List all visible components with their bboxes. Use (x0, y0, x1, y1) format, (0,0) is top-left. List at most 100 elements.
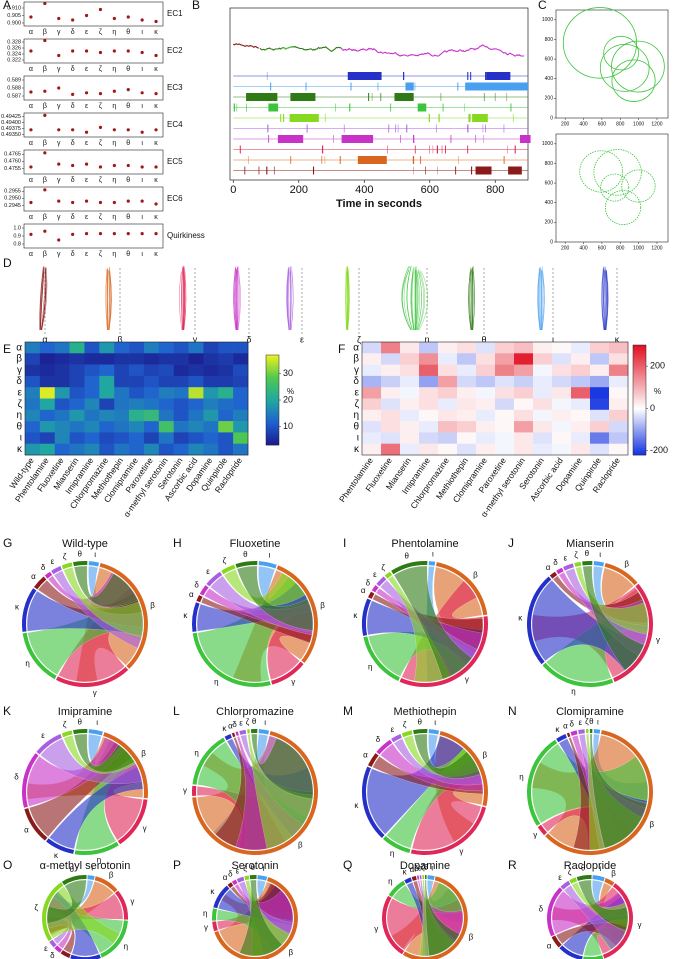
heatmap-cell (143, 432, 160, 444)
chord-arc (257, 875, 268, 881)
category-label: ι (141, 66, 143, 73)
category-label: κ (154, 140, 158, 147)
segment-label: ι (96, 718, 98, 727)
y-tick-label: 0.589 (7, 77, 21, 83)
heatmap-cell (39, 421, 56, 433)
row-label: δ (16, 376, 22, 387)
y-tick-label: 0.326 (7, 45, 21, 51)
category-label: η (112, 140, 116, 147)
chord-arc (382, 895, 405, 955)
heatmap-cell (438, 432, 458, 444)
chart-title: Dopamine (400, 860, 450, 872)
plot-frame (361, 341, 629, 456)
dot (154, 202, 158, 206)
heatmap-cell (188, 353, 204, 365)
dot (43, 113, 47, 117)
segment-label: β (320, 601, 325, 610)
ethogram-bout (350, 82, 352, 91)
heatmap-cell (457, 364, 477, 377)
colorbar-step (633, 374, 646, 377)
dot (112, 163, 116, 168)
heatmap-cell (438, 409, 458, 422)
heatmap-cell (114, 443, 130, 456)
heatmap-cell (114, 375, 130, 388)
segment-label: κ (15, 603, 20, 612)
heatmap-cell (476, 353, 496, 365)
chord-arc (368, 591, 375, 599)
panel-label: I (343, 536, 346, 550)
heatmap-cell (99, 387, 115, 399)
colorbar-step (266, 434, 279, 437)
chord-arc (46, 838, 74, 854)
dot (140, 165, 144, 169)
ethogram-bout (514, 145, 516, 154)
colorbar-step (633, 383, 646, 386)
shape-trace (288, 267, 290, 331)
category-label: β (43, 29, 47, 36)
plot-frame (23, 223, 164, 249)
ethogram-bout (410, 82, 411, 91)
heatmap-cell (362, 387, 382, 399)
heatmap-cell (173, 353, 189, 365)
heatmap-cell (571, 432, 591, 444)
heatmap-cell (571, 409, 591, 422)
segment-label: γ (533, 831, 537, 840)
category-label: ζ (99, 140, 102, 147)
heatmap-cell (39, 364, 56, 377)
chord-arc (192, 602, 200, 632)
x-tick-label: 800 (616, 245, 625, 251)
ethogram-bout (306, 124, 308, 133)
segment-label: γ (93, 688, 97, 697)
shape-trace (541, 266, 544, 331)
chord-arc (212, 908, 217, 921)
shape-trace (418, 271, 429, 331)
shape-trace (605, 266, 607, 331)
heatmap-cell (39, 342, 56, 354)
chord-arc (221, 564, 236, 575)
chord-arc (439, 731, 488, 807)
colorbar-step (266, 380, 279, 383)
segment-label: ζ (34, 903, 38, 912)
chord-arc (560, 880, 571, 890)
heatmap-cell (400, 432, 420, 444)
colorbar-step (266, 382, 279, 384)
heatmap-cell (419, 342, 439, 354)
segment-label: ε (206, 567, 210, 576)
heatmap-cell (143, 364, 160, 377)
shape-trace (108, 271, 110, 331)
chord-arc (569, 877, 577, 884)
trajectory-loop (603, 35, 639, 71)
chord-arc (199, 585, 209, 596)
category-label: θ (126, 66, 130, 73)
ethogram-bout (343, 124, 345, 133)
heatmap-cell (99, 353, 115, 365)
dot (29, 200, 33, 205)
category-label: ε (85, 29, 88, 36)
segment-label: α (59, 957, 64, 959)
colorbar-step (266, 364, 279, 366)
chart-title: Imipramine (58, 706, 112, 718)
heatmap-cell (571, 421, 591, 433)
heatmap-cell (158, 398, 174, 411)
colorbar-step (633, 445, 646, 448)
dot (126, 163, 130, 168)
category-label: β (43, 103, 47, 110)
segment-label: θ (404, 552, 409, 561)
shape-label: β (117, 334, 122, 344)
row-label: α (353, 342, 359, 353)
heatmap-cell (514, 364, 534, 377)
heatmap-cell (188, 421, 204, 433)
segment-label: ε (558, 873, 562, 882)
chord-arc (361, 598, 371, 636)
category-label: γ (57, 29, 61, 36)
shape-trace (286, 266, 290, 331)
shape-trace (468, 271, 472, 331)
colorbar-step (266, 388, 279, 390)
chord-arc (236, 876, 245, 883)
ethogram-bout (485, 124, 487, 133)
dot (98, 232, 103, 236)
segment-label: ι (432, 550, 434, 559)
heatmap-cell (438, 364, 458, 377)
dot (126, 232, 130, 236)
chord-arc (410, 806, 486, 855)
